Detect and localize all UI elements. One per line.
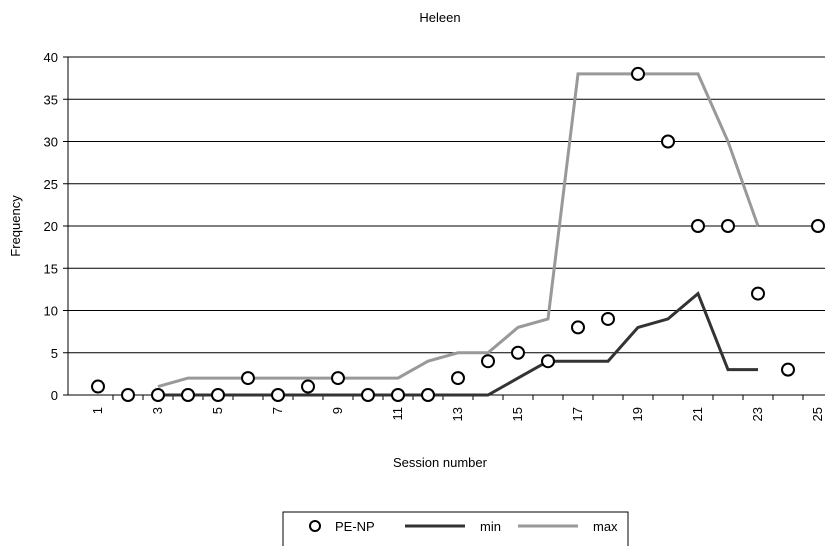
data-point-pe-np (301, 379, 315, 394)
series-line-max (157, 72, 760, 388)
y-axis-ticks: 0 5 10 15 20 25 30 35 40 (44, 50, 68, 403)
data-point-pe-np (811, 219, 825, 233)
data-point-pe-np (481, 354, 495, 369)
y-tick-label: 5 (51, 346, 58, 361)
data-point-pe-np (721, 219, 735, 233)
legend-label-max: max (593, 519, 618, 534)
data-point-pe-np (121, 388, 135, 402)
data-point-pe-np (661, 134, 675, 149)
series-layer (91, 66, 825, 402)
legend-box (282, 511, 629, 546)
grid-lines (67, 56, 825, 396)
data-point-pe-np (691, 219, 705, 233)
y-tick-label: 0 (51, 388, 58, 403)
x-tick-label: 19 (630, 407, 645, 421)
chart-title: Heleen (419, 10, 460, 25)
x-tick-label: 9 (330, 407, 345, 414)
data-point-pe-np (91, 379, 105, 394)
y-tick-label: 35 (44, 92, 58, 107)
x-tick-label: 11 (390, 407, 405, 421)
y-tick-label: 25 (44, 177, 58, 192)
data-point-pe-np (271, 388, 285, 402)
x-tick-label: 13 (450, 407, 465, 421)
data-point-pe-np (781, 362, 795, 377)
legend-label-pe-np: PE-NP (335, 519, 375, 534)
y-tick-label: 10 (44, 304, 58, 319)
x-tick-label: 1 (90, 407, 105, 414)
x-tick-label: 25 (810, 407, 825, 421)
series-line-min (158, 291, 758, 397)
legend: PE-NP min max (282, 511, 629, 546)
data-point-pe-np (151, 388, 165, 402)
legend-marker-pe-np (309, 520, 321, 532)
x-tick-label: 15 (510, 407, 525, 421)
data-point-pe-np (211, 388, 225, 402)
data-point-pe-np (571, 320, 585, 335)
data-point-pe-np (391, 388, 405, 402)
data-point-pe-np (451, 371, 465, 386)
x-axis-ticks: 1 3 5 7 9 11 13 15 17 19 21 23 25 (90, 395, 825, 421)
x-axis-label: Session number (393, 455, 488, 470)
y-tick-label: 20 (44, 219, 58, 234)
data-point-pe-np (751, 286, 765, 301)
data-point-pe-np (511, 345, 525, 360)
x-tick-label: 21 (690, 407, 705, 421)
data-point-pe-np (421, 388, 435, 402)
y-tick-label: 15 (44, 261, 58, 276)
x-tick-label: 5 (210, 407, 225, 414)
data-point-pe-np (241, 371, 255, 386)
data-point-pe-np (601, 311, 615, 326)
y-tick-label: 40 (44, 50, 58, 65)
x-tick-label: 17 (570, 407, 585, 421)
data-point-pe-np (541, 354, 555, 369)
legend-label-min: min (480, 519, 501, 534)
data-point-pe-np (631, 66, 645, 81)
x-tick-label: 3 (150, 407, 165, 414)
y-tick-label: 30 (44, 135, 58, 150)
x-tick-label: 23 (750, 407, 765, 421)
data-point-pe-np (361, 388, 375, 402)
x-tick-label: 7 (270, 407, 285, 414)
y-axis-label: Frequency (8, 195, 23, 257)
data-point-pe-np (181, 388, 195, 402)
data-point-pe-np (331, 371, 345, 386)
